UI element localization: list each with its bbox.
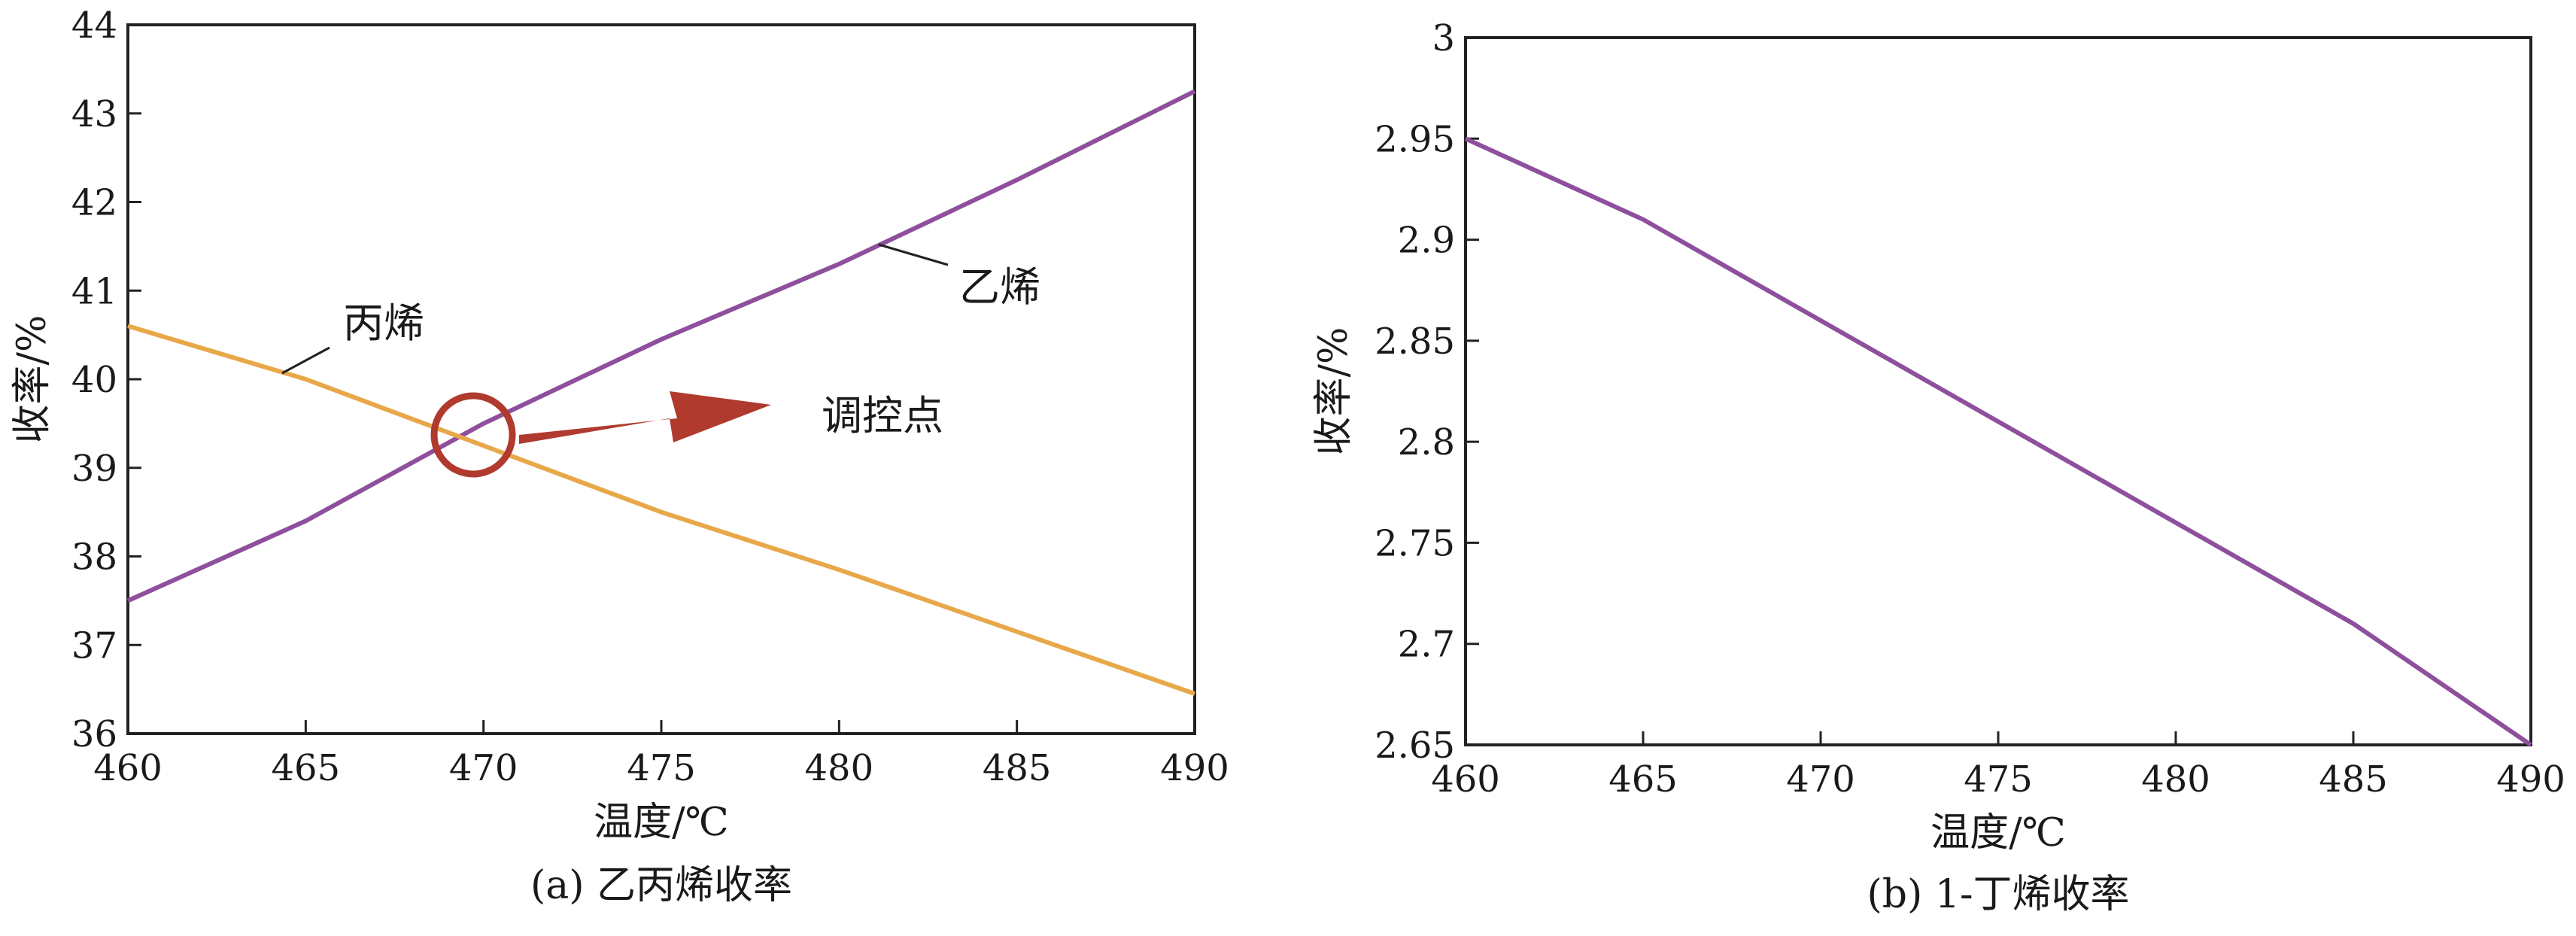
panel-a: 460 465 470 475 480 485 490 36 37 38 39 40 41 42 43 44… — [10, 5, 1229, 908]
panel-b-caption: (b) 1-丁烯收率 — [1867, 872, 2129, 917]
panel-b-x-tick-label-6: 490 — [2496, 758, 2565, 801]
series-label-propylene: 丙烯 — [343, 299, 424, 347]
panel-b-y-tick-label-5: 2.9 — [1398, 220, 1455, 262]
control-point-marker — [430, 392, 516, 478]
panel-b-x-tick-label-0: 460 — [1431, 758, 1500, 801]
panel-a-series — [126, 89, 1196, 696]
label-leader-propylene — [281, 346, 330, 375]
panel-b-x-tick-label-5: 485 — [2319, 758, 2388, 801]
panel-b-series-line-0 — [1464, 136, 2532, 747]
panel-b-y-label: 收率/% — [1311, 327, 1356, 456]
panel-b-series — [1464, 136, 2532, 747]
panel-b-y-axis: 2.65 2.7 2.75 2.8 2.85 2.9 2.95 3 — [1375, 17, 1479, 767]
panel-a-y-tick-label-4: 40 — [71, 359, 117, 401]
panel-a-x-tick-label-1: 465 — [272, 747, 341, 789]
panel-a-series-line-1 — [127, 324, 1195, 696]
control-point-label: 调控点 — [822, 392, 943, 439]
panel-b-x-tick-label-2: 470 — [1786, 758, 1855, 801]
panel-b-x-tick-label-4: 480 — [2141, 758, 2210, 801]
panel-a-x-tick-label-3: 475 — [627, 747, 696, 789]
panel-a-y-axis: 36 37 38 39 40 41 42 43 44 — [71, 5, 141, 755]
panel-a-y-tick-label-5: 41 — [71, 270, 117, 312]
panel-a-y-tick-label-0: 36 — [71, 713, 117, 755]
panel-a-caption: (a) 乙丙烯收率 — [530, 863, 792, 908]
panel-a-y-tick-label-1: 37 — [71, 625, 117, 667]
panel-b-y-tick-label-2: 2.75 — [1375, 522, 1455, 564]
panel-a-x-label: 温度/℃ — [594, 800, 729, 845]
panel-b-x-tick-label-1: 465 — [1608, 758, 1678, 801]
panel-a-series-line-0 — [126, 89, 1196, 603]
panel-b-y-tick-label-0: 2.65 — [1375, 725, 1455, 767]
panel-b-y-tick-label-1: 2.7 — [1398, 624, 1455, 666]
panel-a-x-tick-label-0: 460 — [93, 747, 163, 789]
panel-b-frame — [1464, 36, 2532, 746]
panel-b-x-tick-label-3: 475 — [1964, 758, 2033, 801]
panel-a-y-tick-label-3: 39 — [71, 448, 117, 490]
panel-a-x-tick-label-5: 485 — [983, 747, 1052, 789]
panel-a-x-tick-label-2: 470 — [449, 747, 518, 789]
control-point-arrow — [519, 391, 771, 444]
panel-a-y-tick-label-8: 44 — [71, 5, 117, 47]
panel-a-y-label: 收率/% — [10, 315, 55, 444]
panel-b-y-tick-label-7: 3 — [1432, 17, 1455, 59]
panel-b-y-tick-label-6: 2.95 — [1375, 118, 1455, 160]
panel-a-x-tick-label-6: 490 — [1160, 747, 1229, 789]
panel-b-y-tick-label-3: 2.8 — [1398, 421, 1455, 463]
series-label-ethylene: 乙烯 — [959, 263, 1040, 311]
panel-a-frame — [126, 23, 1196, 735]
panel-b-x-label: 温度/℃ — [1930, 810, 2066, 855]
panel-a-y-tick-label-6: 42 — [71, 182, 117, 224]
panel-b-y-tick-label-4: 2.85 — [1375, 321, 1455, 363]
panel-b-x-axis: 460 465 470 475 480 485 490 — [1431, 731, 2565, 801]
label-leader-ethylene — [878, 243, 949, 266]
panel-a-x-tick-label-4: 480 — [805, 747, 874, 789]
panel-a-y-tick-label-2: 38 — [71, 536, 117, 579]
panel-b: 460 465 470 475 480 485 490 2.65 2.7 2.75 2.8 2.85… — [1311, 17, 2565, 917]
panel-a-y-tick-label-7: 43 — [71, 93, 117, 135]
panel-a-x-axis: 460 465 470 475 480 485 490 — [93, 720, 1229, 789]
